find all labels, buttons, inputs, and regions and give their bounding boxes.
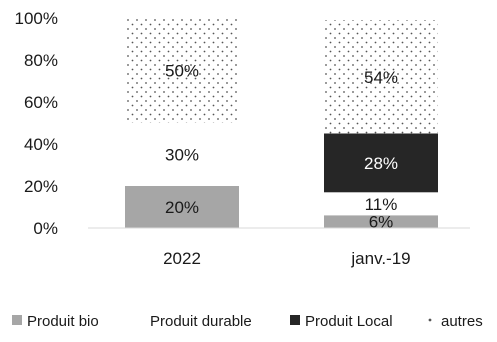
legend-label: Produit Local bbox=[305, 313, 393, 330]
y-tick-label: 0% bbox=[33, 219, 58, 238]
bar-segment bbox=[125, 18, 239, 123]
bars: 20% 30% 50% 6%11% 28% 54% bbox=[125, 18, 438, 232]
y-tick-label: 60% bbox=[24, 93, 58, 112]
category-label: 2022 bbox=[163, 249, 201, 268]
legend-label: Produit bio bbox=[27, 313, 99, 330]
bar-segment bbox=[125, 186, 239, 228]
data-label: 50% bbox=[165, 62, 199, 81]
y-axis: 0% 20% 40% 60% 80% 100% bbox=[15, 9, 58, 238]
legend-swatch bbox=[12, 315, 22, 325]
data-label: 11% bbox=[365, 195, 398, 214]
data-label: 6% bbox=[369, 213, 394, 232]
bar-segment bbox=[324, 20, 438, 134]
y-tick-label: 100% bbox=[15, 9, 58, 28]
data-label: 20% bbox=[165, 198, 199, 217]
data-label: 54% bbox=[364, 68, 398, 87]
legend: Produit bio Produit durable Produit Local a… bbox=[12, 313, 483, 330]
y-tick-label: 20% bbox=[24, 177, 58, 196]
y-tick-label: 40% bbox=[24, 135, 58, 154]
bar-segment bbox=[324, 133, 438, 193]
data-label: 28% bbox=[364, 154, 398, 173]
category-label: janv.-19 bbox=[350, 249, 410, 268]
bar-segment bbox=[324, 215, 438, 228]
y-tick-label: 80% bbox=[24, 51, 58, 70]
x-axis: 2022 janv.-19 bbox=[88, 227, 470, 268]
legend-label: autres bbox=[441, 313, 483, 330]
legend-swatch bbox=[428, 318, 432, 322]
legend-label: Produit durable bbox=[150, 313, 252, 330]
data-label: 30% bbox=[165, 146, 199, 165]
legend-swatch bbox=[290, 315, 300, 325]
